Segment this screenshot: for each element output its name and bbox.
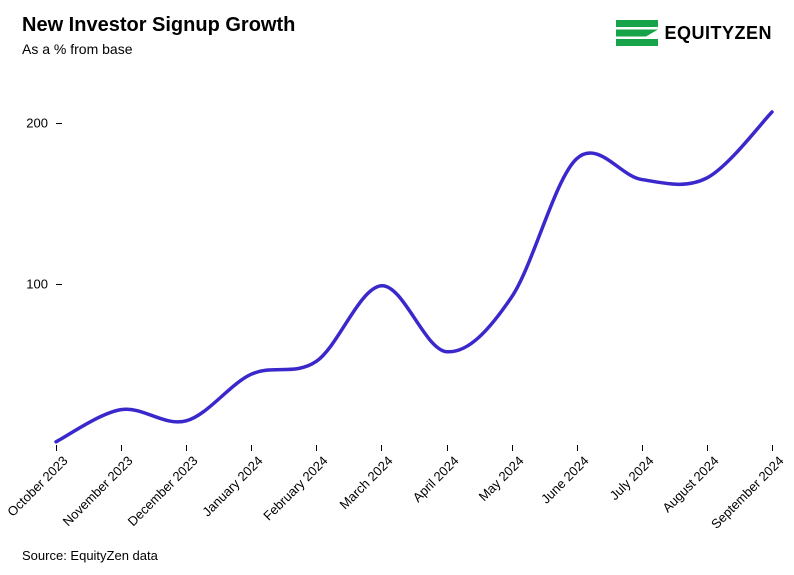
x-tick-label: July 2024 [606,453,656,503]
brand-text: EQUITYZEN [664,23,772,44]
chart-title: New Investor Signup Growth [22,14,295,37]
chart-area: 100200October 2023November 2023December … [22,75,772,515]
chart-subtitle: As a % from base [22,41,295,57]
x-tick [186,445,187,451]
title-block: New Investor Signup Growth As a % from b… [22,14,295,57]
source-footer: Source: EquityZen data [22,548,158,563]
x-tick [121,445,122,451]
x-tick-label: June 2024 [538,453,592,507]
x-tick-label: October 2023 [4,453,70,519]
x-tick-label: April 2024 [409,453,461,505]
y-tick [56,284,62,285]
x-tick [707,445,708,451]
x-tick [381,445,382,451]
header: New Investor Signup Growth As a % from b… [0,0,794,57]
y-tick [56,123,62,124]
brand-logo: EQUITYZEN [616,18,772,48]
x-tick-label: March 2024 [337,453,396,512]
x-tick [772,445,773,451]
x-tick [577,445,578,451]
x-tick-label: December 2023 [125,453,201,529]
x-tick-label: January 2024 [200,453,266,519]
x-tick [251,445,252,451]
x-tick [316,445,317,451]
series-line [56,112,772,442]
y-tick-label: 200 [26,116,48,131]
x-tick [512,445,513,451]
y-tick-label: 100 [26,277,48,292]
plot-region [56,75,772,445]
x-tick [447,445,448,451]
x-tick [56,445,57,451]
line-chart-svg [56,75,772,445]
x-tick-label: May 2024 [475,453,526,504]
equityzen-logo-icon [616,18,658,48]
x-tick [642,445,643,451]
x-tick-label: August 2024 [659,453,721,515]
x-tick-label: February 2024 [261,453,331,523]
